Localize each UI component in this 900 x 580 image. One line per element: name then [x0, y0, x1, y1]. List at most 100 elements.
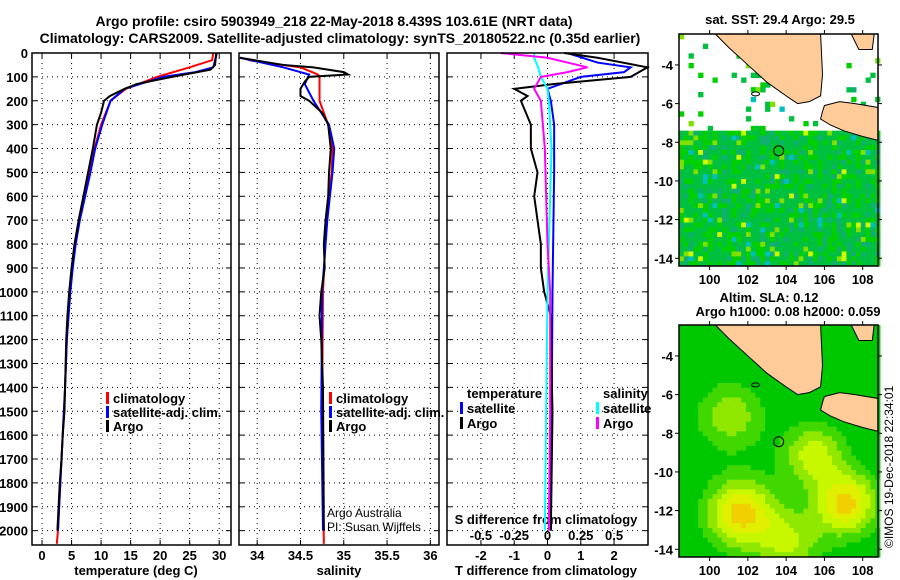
sla-cell — [774, 383, 780, 389]
sst-cell — [731, 164, 737, 170]
legend-label: satellite-adj. clim. — [113, 405, 221, 420]
sst-cell — [779, 261, 785, 267]
sla-cell — [832, 378, 838, 384]
sla-cell — [683, 339, 690, 345]
sla-cell — [774, 397, 780, 403]
sla-cell — [851, 455, 857, 461]
lat-tick-label: -4 — [661, 349, 673, 364]
sst-cell — [789, 241, 795, 248]
sla-cell — [779, 508, 785, 514]
sla-cell — [717, 445, 723, 452]
sst-cell — [688, 256, 694, 262]
sla-cell — [755, 528, 761, 534]
sla-cell — [793, 397, 800, 403]
sla-cell — [817, 426, 824, 432]
sla-cell — [855, 363, 862, 369]
sst-cell — [822, 198, 828, 204]
depth-tick-label: 800 — [6, 237, 28, 252]
sla-cell — [841, 489, 847, 495]
sla-cell — [817, 441, 824, 447]
sst-cell — [774, 227, 780, 233]
sla-cell — [832, 484, 838, 490]
sla-cell — [688, 474, 694, 481]
sst-cell — [841, 237, 847, 243]
sst-cell — [860, 227, 867, 233]
sla-cell — [817, 421, 824, 427]
sst-cell — [812, 140, 819, 146]
sla-cell — [774, 412, 780, 418]
sla-cell — [698, 455, 704, 461]
sst-cell — [726, 246, 733, 252]
sla-cell — [789, 484, 795, 490]
sst-cell — [851, 251, 857, 257]
sla-cell — [722, 378, 728, 384]
sst-cell — [789, 246, 795, 252]
sla-cell — [745, 397, 752, 403]
legend-label: satellite — [603, 401, 651, 416]
sst-cell — [693, 179, 699, 185]
sst-cell — [741, 227, 747, 233]
sla-cell — [693, 436, 699, 442]
sla-cell — [702, 513, 709, 519]
sla-cell — [683, 407, 690, 413]
sla-cell — [789, 513, 795, 519]
sst-cell — [683, 140, 690, 146]
sla-cell — [870, 445, 876, 452]
sla-cell — [698, 552, 704, 558]
sla-cell — [755, 474, 761, 481]
sla-cell — [679, 508, 685, 514]
sst-cell — [784, 179, 790, 185]
sla-cell — [769, 441, 776, 447]
sst-cell — [722, 198, 728, 204]
sst-cell — [726, 222, 733, 228]
sst-cell — [693, 232, 699, 238]
sla-cell — [817, 528, 824, 534]
sla-cell — [679, 421, 685, 427]
sla-cell — [722, 489, 728, 495]
sla-cell — [855, 445, 862, 452]
sla-cell — [841, 387, 847, 394]
sla-cell — [679, 494, 685, 500]
sst-cell — [688, 227, 694, 233]
sla-cell — [707, 465, 713, 471]
sst-cell — [755, 188, 761, 194]
sla-cell — [841, 523, 847, 529]
sla-cell — [688, 407, 694, 413]
sla-cell — [760, 542, 766, 548]
sla-cell — [774, 441, 780, 447]
sla-cell — [793, 528, 800, 534]
sla-cell — [870, 537, 876, 543]
sla-cell — [707, 470, 713, 476]
sst-cell — [679, 246, 685, 252]
sst-cell — [698, 188, 704, 194]
sla-cell — [769, 392, 776, 398]
sla-cell — [750, 368, 757, 374]
sla-cell — [755, 363, 761, 369]
sla-cell — [688, 402, 694, 408]
sla-cell — [860, 460, 867, 466]
sla-cell — [765, 460, 771, 466]
sst-cell — [841, 164, 847, 170]
sla-cell — [836, 499, 843, 505]
sst-cell — [712, 169, 718, 175]
sla-cell — [765, 537, 771, 543]
lon-tick-label: 102 — [737, 272, 759, 287]
sst-cell — [707, 256, 713, 262]
sla-cell — [784, 436, 790, 442]
sla-cell — [808, 523, 814, 529]
sla-cell — [836, 325, 843, 331]
sst-cell — [707, 125, 713, 132]
sla-cell — [712, 329, 718, 336]
sst-cell — [779, 232, 785, 238]
sla-cell — [693, 455, 699, 461]
sla-cell — [760, 412, 766, 418]
sst-cell — [693, 154, 699, 161]
sla-cell — [717, 344, 723, 350]
sst-cell — [693, 174, 699, 180]
sst-cell — [745, 246, 752, 252]
sla-cell — [750, 523, 757, 529]
sst-cell — [741, 241, 747, 248]
sla-cell — [851, 373, 857, 379]
sla-cell — [736, 441, 742, 447]
sla-cell — [817, 402, 824, 408]
